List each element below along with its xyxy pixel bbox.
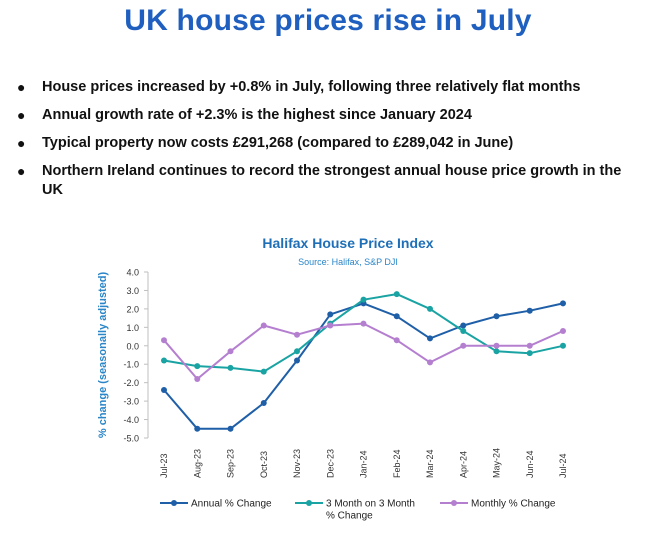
bullet-dot: ● <box>17 163 26 179</box>
data-point <box>526 342 533 349</box>
y-tick-label: -4.0 <box>123 415 139 425</box>
data-point <box>427 359 433 366</box>
data-point <box>526 307 533 314</box>
y-tick-label: -3.0 <box>123 397 139 407</box>
legend-swatch-dot <box>451 500 457 506</box>
legend-swatch-dot <box>171 500 177 506</box>
data-point <box>560 300 566 307</box>
data-point <box>260 399 267 406</box>
legend-label: Annual % Change <box>191 499 272 510</box>
y-tick-label: 3.0 <box>126 286 139 296</box>
legend-label: 3 Month on 3 Month <box>326 499 415 510</box>
data-point <box>194 425 201 432</box>
data-point <box>227 425 234 432</box>
data-point <box>260 368 267 375</box>
data-point <box>560 342 566 349</box>
data-point <box>427 335 433 342</box>
y-tick-label: 0.0 <box>126 341 139 351</box>
data-point <box>227 348 234 355</box>
bullet-dot: ● <box>17 135 26 151</box>
y-tick-label: 4.0 <box>126 268 139 278</box>
bullet-dot: ● <box>17 107 26 123</box>
data-point <box>460 342 467 349</box>
x-tick-label: Aug-23 <box>192 449 202 478</box>
x-tick-label: Nov-23 <box>292 449 302 478</box>
legend-swatch-dot <box>306 500 312 506</box>
bullet-item: ● House prices increased by +0.8% in July… <box>14 78 644 97</box>
x-tick-label: Apr-24 <box>458 451 468 478</box>
bullet-dot: ● <box>17 79 26 95</box>
data-point <box>227 364 234 371</box>
data-point <box>194 375 201 382</box>
legend-label: Monthly % Change <box>471 499 556 510</box>
x-tick-label: Jul-23 <box>159 453 169 478</box>
data-point <box>360 320 367 327</box>
data-point <box>294 348 300 355</box>
data-point <box>294 357 300 364</box>
bullet-item: ● Northern Ireland continues to record th… <box>14 162 644 200</box>
data-point <box>161 387 167 394</box>
data-point <box>327 322 334 329</box>
data-point <box>560 328 566 335</box>
y-tick-label: 2.0 <box>126 304 139 314</box>
y-axis-label: % change (seasonally adjusted) <box>97 272 109 439</box>
data-point <box>393 291 400 298</box>
data-point <box>460 328 467 335</box>
bullet-text: Northern Ireland continues to record the… <box>42 163 622 198</box>
legend-label: % Change <box>326 511 373 522</box>
x-tick-label: Feb-24 <box>392 449 402 478</box>
data-point <box>260 322 267 329</box>
bullet-text: Typical property now costs £291,268 (com… <box>42 135 514 151</box>
bullet-text: Annual growth rate of +2.3% is the highe… <box>42 107 472 123</box>
x-tick-label: Mar-24 <box>425 449 435 478</box>
bullet-item: ● Annual growth rate of +2.3% is the high… <box>14 106 644 125</box>
page-title: UK house prices rise in July <box>124 4 532 37</box>
data-point <box>393 337 400 344</box>
data-point <box>427 305 433 312</box>
data-point <box>360 296 367 303</box>
data-point <box>493 313 500 320</box>
chart-subtitle: Source: Halifax, S&P DJI <box>298 257 398 267</box>
data-point <box>327 311 334 318</box>
bullet-item: ● Typical property now costs £291,268 (co… <box>14 134 644 153</box>
x-tick-label: Oct-23 <box>259 451 269 478</box>
bullet-text: House prices increased by +0.8% in July,… <box>42 79 581 95</box>
data-point <box>460 322 467 329</box>
x-tick-label: Jan-24 <box>359 450 369 478</box>
x-tick-label: Jun-24 <box>525 450 535 478</box>
data-point <box>526 350 533 357</box>
x-tick-label: Jul-24 <box>558 453 568 478</box>
y-tick-label: -2.0 <box>123 378 139 388</box>
data-point <box>493 342 500 349</box>
chart-title: Halifax House Price Index <box>262 235 433 251</box>
x-tick-label: Sep-23 <box>226 449 236 478</box>
bullet-list: ● House prices increased by +0.8% in July… <box>14 78 644 209</box>
data-point <box>161 357 167 364</box>
x-tick-label: May-24 <box>492 448 502 478</box>
x-tick-label: Dec-23 <box>325 449 335 478</box>
data-point <box>393 313 400 320</box>
data-point <box>493 348 500 355</box>
y-tick-label: 1.0 <box>126 323 139 333</box>
y-tick-label: -5.0 <box>123 434 139 444</box>
plot-area: 4.0 3.0 2.0 1.0 0.0 -1.0 -2.0 -3.0 -4.0 -5.0 Jul-2… <box>123 268 568 522</box>
data-point <box>161 337 167 344</box>
data-point <box>194 363 201 370</box>
data-point <box>294 331 300 338</box>
y-tick-label: -1.0 <box>123 360 139 370</box>
